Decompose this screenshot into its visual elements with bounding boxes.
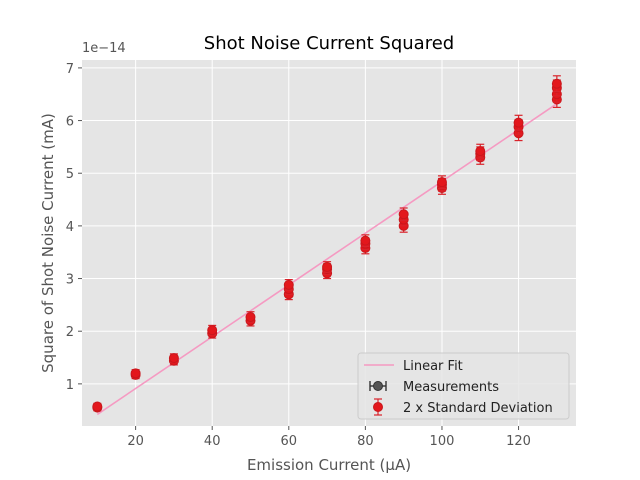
data-point (551, 75, 562, 93)
data-point (283, 279, 294, 291)
point-marker (436, 177, 447, 188)
data-point (168, 353, 179, 364)
data-point (245, 311, 256, 323)
point-marker (360, 235, 371, 246)
y-offset-label: 1e−14 (82, 41, 126, 56)
y-tick-label: 2 (66, 325, 74, 340)
point-marker (322, 261, 333, 272)
points-layer (92, 75, 562, 413)
point-marker (513, 117, 524, 128)
y-tick-label: 5 (66, 167, 74, 182)
x-tick-label: 60 (281, 434, 298, 449)
point-marker (551, 78, 562, 89)
point-marker (92, 401, 103, 412)
legend-swatch-std-dev (373, 398, 383, 416)
data-point (513, 114, 524, 131)
grid-lines (82, 60, 576, 426)
legend-label-linear-fit: Linear Fit (403, 359, 463, 374)
y-tick-label: 3 (66, 273, 74, 288)
point-marker (207, 325, 218, 336)
legend-box (357, 352, 570, 420)
x-tick-label: 100 (430, 434, 455, 449)
x-tick-label: 20 (127, 434, 144, 449)
legend: Linear Fit Measurements 2 x Standard Dev… (357, 352, 570, 420)
y-axis-label: Square of Shot Noise Current (mA) (39, 113, 57, 373)
data-point (130, 368, 141, 379)
legend-label-std-dev: 2 x Standard Deviation (403, 401, 553, 416)
chart-title: Shot Noise Current Squared (204, 33, 454, 54)
data-point (322, 261, 333, 273)
legend-swatch-measurements (369, 381, 387, 391)
y-tick-label: 6 (66, 115, 74, 130)
data-point (398, 207, 409, 222)
point-marker (398, 209, 409, 220)
data-point (436, 175, 447, 190)
y-tick-label: 1 (66, 378, 74, 393)
data-point (360, 234, 371, 248)
data-point (92, 401, 103, 412)
legend-label-measurements: Measurements (403, 380, 499, 395)
point-marker (283, 279, 294, 290)
y-tick-label: 4 (66, 220, 74, 235)
x-tick-label: 80 (357, 434, 374, 449)
point-marker (245, 311, 256, 322)
point-marker (130, 368, 141, 379)
x-tick-label: 120 (506, 434, 531, 449)
point-marker (168, 353, 179, 364)
data-point (207, 324, 218, 336)
tick-labels: 20 40 60 80 100 120 1 2 3 4 5 6 7 (66, 62, 531, 449)
x-axis-label: Emission Current (μA) (247, 456, 411, 474)
x-tick-label: 40 (204, 434, 221, 449)
data-point (475, 143, 486, 159)
point-marker (475, 146, 486, 157)
y-tick-label: 7 (66, 62, 74, 77)
